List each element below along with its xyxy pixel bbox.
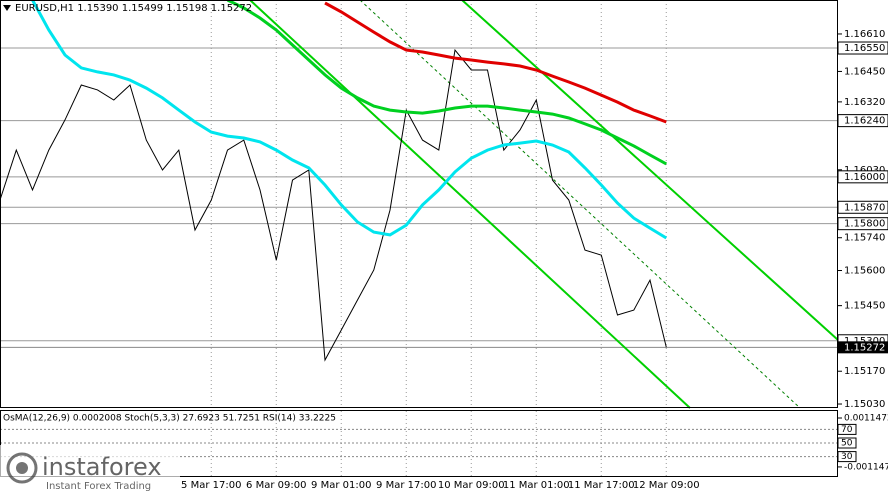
price-line (0, 48, 667, 362)
y-tick-label: 0.00114720 (844, 414, 888, 424)
level-label: 1.16000 (844, 172, 885, 183)
level-label: 1.16550 (844, 43, 885, 54)
watermark: instaforex Instant Forex Trading (0, 445, 180, 494)
trend-line (249, 0, 691, 409)
level-box (837, 451, 857, 463)
x-tick-label: 11 Mar 17:00 (568, 480, 635, 491)
y-tick-label: 1.15450 (844, 301, 885, 312)
grid (0, 0, 838, 476)
y-tick-label: 1.16450 (844, 66, 885, 77)
current-price-label: 1.15272 (844, 342, 885, 353)
level-box (837, 217, 888, 231)
menu-arrow (3, 5, 11, 11)
y-tick-label: 1.16610 (844, 29, 885, 40)
x-tick-label: 12 Mar 09:00 (633, 480, 700, 491)
level-label: 1.15300 (844, 336, 885, 347)
brand: instaforex (42, 453, 162, 481)
moving-average (324, 1, 667, 124)
watermark-bg (0, 445, 180, 494)
main-plot (0, 0, 668, 362)
level-label: 70 (841, 425, 853, 435)
chart-title: EURUSD,H1 1.15390 1.15499 1.15198 1.1527… (15, 3, 252, 14)
y-tick-label: 1.16030 (844, 165, 885, 176)
y-tick-label: 1.16320 (844, 97, 885, 108)
y-tick-label: 1.15170 (844, 366, 885, 377)
level-box (837, 423, 857, 435)
trend-line (461, 0, 839, 341)
x-tick-label: 9 Mar 01:00 (311, 480, 371, 491)
level-box (837, 437, 857, 449)
y-tick-label: 1.15030 (844, 399, 885, 410)
indicator-title: OsMA(12,26,9) 0.0002008 Stoch(5,3,3) 27.… (3, 414, 336, 424)
x-tick-label: 11 Mar 01:00 (503, 480, 570, 491)
y-tick-label: -0.00114720 (844, 462, 888, 472)
level-box (837, 200, 888, 214)
y-tick-label: 1.15740 (844, 233, 885, 244)
x-tick-label: 10 Mar 09:00 (438, 480, 505, 491)
current-price-box (838, 341, 888, 354)
trend-line (359, 0, 801, 409)
moving-average (31, 0, 668, 240)
logo (6, 452, 38, 484)
level-label: 30 (841, 452, 853, 462)
moving-average (226, 0, 668, 166)
x-tick-label: 6 Mar 09:00 (246, 480, 306, 491)
level-label: 1.16240 (844, 116, 885, 127)
x-tick-label: 9 Mar 17:00 (376, 480, 436, 491)
level-box (837, 170, 888, 184)
level-label: 1.15870 (844, 202, 885, 213)
level-label: 1.15800 (844, 219, 885, 230)
level-box (837, 114, 888, 128)
level-box (837, 41, 888, 55)
logo (16, 462, 28, 474)
level-label: 50 (841, 439, 853, 449)
x-tick-label: 5 Mar 17:00 (181, 480, 241, 491)
tagline: Instant Forex Trading (46, 481, 151, 492)
y-tick-label: 1.15600 (844, 266, 885, 277)
